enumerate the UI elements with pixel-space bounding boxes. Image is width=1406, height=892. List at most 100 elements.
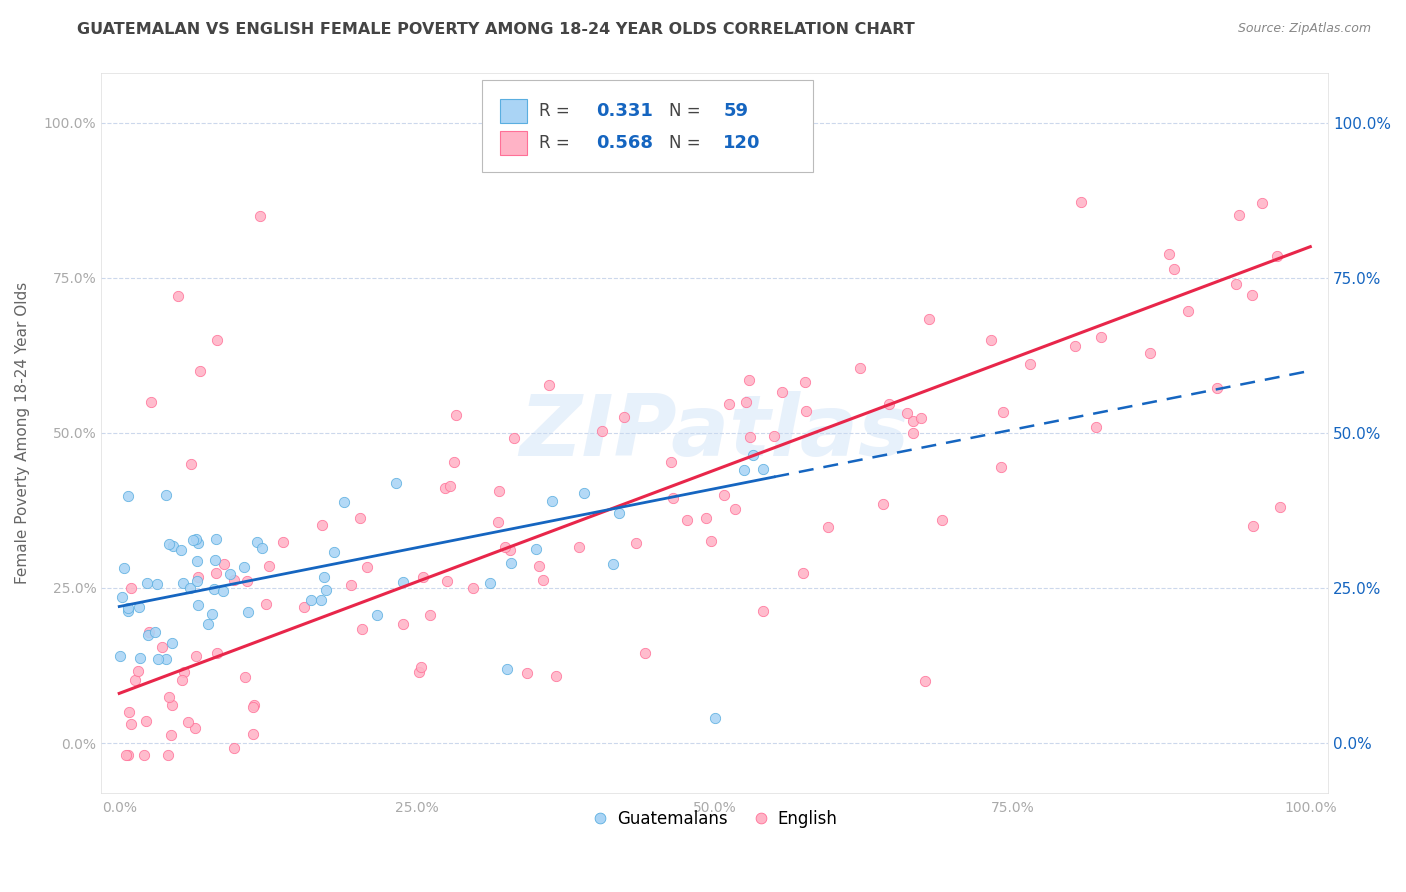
Point	[179, 581, 201, 595]
Point	[143, 625, 166, 640]
Point	[931, 513, 953, 527]
Point	[700, 534, 723, 549]
Point	[184, 721, 207, 735]
Point	[197, 617, 219, 632]
Point	[117, 600, 139, 615]
Point	[793, 376, 815, 390]
Point	[567, 540, 589, 554]
Point	[219, 566, 242, 581]
Point	[162, 540, 184, 554]
Text: 120: 120	[723, 134, 761, 152]
Point	[180, 457, 202, 471]
Point	[914, 673, 936, 688]
Point	[124, 673, 146, 687]
Text: N =: N =	[669, 102, 706, 120]
Point	[412, 570, 434, 584]
Point	[752, 461, 775, 475]
Point	[112, 560, 135, 574]
Point	[486, 516, 509, 530]
Point	[205, 646, 228, 660]
Point	[695, 511, 717, 525]
Point	[136, 628, 159, 642]
Point	[111, 590, 134, 604]
Point	[205, 533, 228, 547]
Point	[734, 394, 756, 409]
Point	[1250, 196, 1272, 211]
Point	[139, 394, 162, 409]
Point	[273, 535, 295, 549]
Point	[1267, 248, 1289, 262]
Point	[1090, 329, 1112, 343]
Point	[187, 598, 209, 612]
Point	[117, 748, 139, 763]
Point	[733, 463, 755, 477]
Point	[233, 669, 256, 683]
Point	[540, 494, 562, 508]
Point	[1227, 208, 1250, 222]
Point	[177, 714, 200, 729]
Point	[896, 406, 918, 420]
Point	[134, 748, 156, 763]
Point	[488, 483, 510, 498]
Point	[717, 397, 740, 411]
Point	[444, 408, 467, 422]
Point	[572, 486, 595, 500]
Point	[118, 705, 141, 719]
Point	[392, 616, 415, 631]
Point	[409, 659, 432, 673]
Point	[170, 542, 193, 557]
Point	[166, 289, 188, 303]
Point	[991, 405, 1014, 419]
Point	[910, 410, 932, 425]
Point	[1070, 195, 1092, 210]
Point	[752, 604, 775, 618]
Point	[713, 488, 735, 502]
Point	[1268, 500, 1291, 515]
Point	[1177, 303, 1199, 318]
Point	[434, 481, 457, 495]
Text: R =: R =	[540, 102, 575, 120]
Point	[624, 535, 647, 549]
Point	[150, 640, 173, 654]
Point	[160, 728, 183, 742]
Point	[159, 690, 181, 704]
Point	[980, 334, 1002, 348]
Point	[792, 566, 814, 581]
Point	[128, 600, 150, 615]
Point	[1240, 287, 1263, 301]
Point	[609, 506, 631, 520]
Point	[613, 410, 636, 425]
Point	[299, 593, 322, 607]
Point	[602, 557, 624, 571]
Point	[794, 404, 817, 418]
Point	[232, 560, 254, 574]
Point	[762, 429, 785, 443]
Point	[499, 542, 522, 557]
Point	[704, 711, 727, 725]
Point	[1019, 358, 1042, 372]
Text: 59: 59	[723, 102, 748, 120]
Point	[172, 576, 194, 591]
Point	[136, 575, 159, 590]
Point	[315, 582, 337, 597]
Point	[120, 717, 142, 731]
Point	[160, 635, 183, 649]
Point	[918, 312, 941, 326]
Point	[634, 646, 657, 660]
Point	[249, 209, 271, 223]
Point	[187, 569, 209, 583]
Point	[385, 476, 408, 491]
Point	[117, 604, 139, 618]
Point	[250, 541, 273, 555]
Point	[1225, 277, 1247, 291]
Point	[246, 534, 269, 549]
Point	[186, 554, 208, 568]
Point	[501, 557, 523, 571]
Point	[222, 741, 245, 756]
Point	[214, 557, 236, 571]
Point	[181, 533, 204, 547]
Point	[352, 622, 374, 636]
Point	[224, 573, 246, 587]
Point	[903, 426, 925, 441]
Point	[108, 649, 131, 664]
